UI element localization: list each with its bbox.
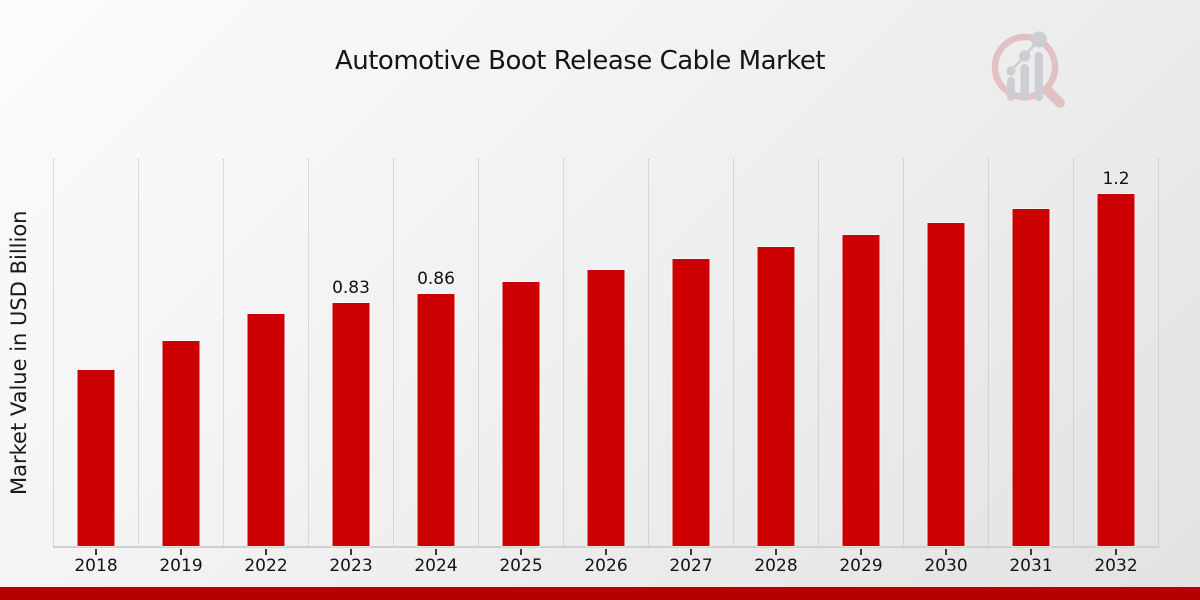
bar-2027 [672,259,710,546]
x-tick-label-2032: 2032 [1094,556,1138,576]
x-tick-label-2028: 2028 [754,556,798,576]
chart-column-2019: 2019 [138,159,223,576]
chart-column-2032: 1.2 2032 [1073,159,1158,576]
x-tick-label-2026: 2026 [584,556,628,576]
chart-column-2031: 2031 [988,159,1073,576]
x-tick-label-2027: 2027 [669,556,713,576]
chart-column-2022: 2022 [223,159,308,576]
x-axis-tick [265,549,267,555]
x-tick-label-2029: 2029 [839,556,883,576]
chart-column-2018: 2018 [53,159,138,576]
bar-2032 [1097,194,1135,546]
chart-column-2024: 0.86 2024 [393,159,478,576]
bar-2022 [247,314,285,546]
x-tick-label-2023: 2023 [329,556,373,576]
chart-column-2026: 2026 [563,159,648,576]
chart-column-2030: 2030 [903,159,988,576]
bar-value-label-2024: 0.86 [417,269,455,289]
bar-2019 [162,341,200,546]
bar-2031 [1012,209,1050,546]
bar-chart-plot: 2018 2019 2022 0.83 2023 0.86 2024 2025 2026 2027… [53,159,1159,576]
y-axis-label: Market Value in USD Billion [7,210,31,495]
bar-2023 [332,303,370,546]
chart-column-2029: 2029 [818,159,903,576]
x-axis-tick [1115,549,1117,555]
chart-title: Automotive Boot Release Cable Market [334,46,826,76]
x-axis-tick [1030,549,1032,555]
chart-column-2025: 2025 [478,159,563,576]
x-tick-label-2022: 2022 [244,556,288,576]
bar-2030 [927,223,965,546]
bar-value-label-2023: 0.83 [332,278,370,298]
x-tick-label-2024: 2024 [414,556,458,576]
x-tick-label-2030: 2030 [924,556,968,576]
x-tick-label-2019: 2019 [159,556,203,576]
chart-column-2028: 2028 [733,159,818,576]
x-axis-tick [605,549,607,555]
x-axis-tick [435,549,437,555]
bar-2025 [502,282,540,546]
market-research-future-logo-icon [991,31,1065,108]
bar-2029 [842,235,880,546]
x-axis-tick [180,549,182,555]
x-axis-tick [95,549,97,555]
x-axis-tick [775,549,777,555]
x-axis-tick [945,549,947,555]
x-axis-tick [520,549,522,555]
x-tick-label-2031: 2031 [1009,556,1053,576]
x-axis-tick [860,549,862,555]
bar-2018 [77,370,115,546]
x-tick-label-2018: 2018 [74,556,118,576]
x-axis-tick [350,549,352,555]
bar-2024 [417,294,455,546]
x-tick-label-2025: 2025 [499,556,543,576]
bar-2028 [757,247,795,546]
bar-2026 [587,270,625,546]
chart-column-2027: 2027 [648,159,733,576]
x-axis-tick [690,549,692,555]
bottom-accent-strip [0,587,1200,600]
bar-value-label-2032: 1.2 [1102,169,1130,189]
chart-column-2023: 0.83 2023 [308,159,393,576]
